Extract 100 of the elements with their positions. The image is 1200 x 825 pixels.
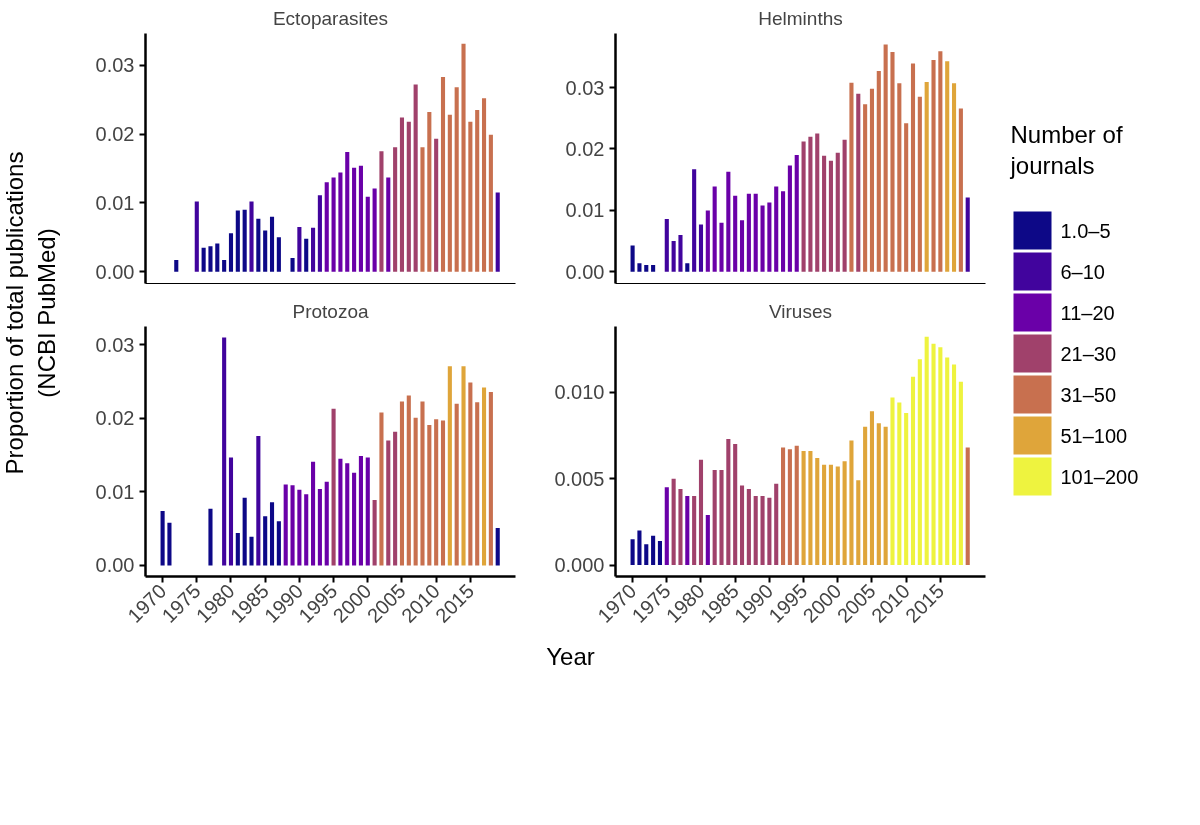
bar: [958, 381, 963, 566]
bar: [208, 246, 213, 272]
bar: [208, 508, 213, 566]
chart-title: Helminths: [758, 7, 843, 29]
legend-title: Number of journals: [1009, 120, 1123, 179]
bar: [671, 478, 676, 566]
bar: [324, 182, 329, 272]
bar: [317, 195, 322, 272]
bar: [767, 202, 772, 272]
bar: [637, 530, 642, 566]
bar: [406, 121, 411, 272]
bar: [331, 177, 336, 272]
x-axis-title: Year: [546, 643, 595, 670]
bar: [160, 511, 165, 566]
bar: [664, 487, 669, 566]
bar: [311, 461, 316, 566]
bar: [447, 366, 452, 566]
y-tick-label: 0.02: [95, 123, 135, 146]
bar: [794, 155, 799, 272]
y-axis-title: Proportion of total publications (NCBI PubMed): [0, 151, 61, 475]
bar: [235, 210, 240, 272]
bar: [276, 521, 281, 566]
bar: [781, 447, 786, 566]
bar: [290, 485, 295, 566]
bar: [753, 495, 758, 566]
bar: [685, 263, 690, 272]
bar: [495, 192, 500, 272]
legend-label: 11–20: [1060, 301, 1115, 324]
bar: [938, 347, 943, 566]
bar: [201, 247, 206, 272]
bar: [365, 196, 370, 272]
bar: [678, 234, 683, 272]
bar: [924, 336, 929, 566]
legend-label: 31–50: [1060, 383, 1117, 406]
bar: [842, 461, 847, 566]
bar: [399, 117, 405, 272]
bar: [774, 186, 779, 272]
bar: [739, 220, 745, 272]
bar: [890, 397, 895, 566]
bar: [897, 402, 902, 566]
bar: [488, 134, 493, 272]
bar: [712, 470, 717, 566]
y-tick-label: 0.00: [95, 260, 135, 283]
bar: [256, 218, 261, 272]
y-tick-label: 0.01: [565, 199, 605, 222]
bar: [719, 222, 724, 272]
bar: [801, 450, 806, 566]
bar: [358, 165, 363, 272]
bar: [331, 408, 336, 566]
bar: [931, 59, 936, 272]
bar: [228, 233, 234, 272]
bar: [787, 165, 792, 272]
bar: [413, 417, 418, 566]
bar: [808, 450, 813, 566]
bar: [420, 401, 425, 566]
bar: [904, 412, 909, 566]
bar: [726, 171, 731, 272]
bar: [440, 420, 446, 566]
bar: [194, 201, 199, 272]
bar: [324, 481, 329, 566]
bar: [358, 455, 363, 566]
bar: [835, 466, 840, 566]
y-tick-label: 0.03: [95, 333, 135, 356]
bar: [698, 459, 704, 566]
bar: [917, 359, 922, 566]
bar: [897, 83, 902, 272]
bar: [427, 425, 432, 566]
bar: [630, 245, 635, 272]
bar: [698, 224, 704, 272]
bar: [386, 177, 391, 272]
bar: [297, 489, 302, 566]
bar: [242, 209, 247, 272]
bar: [692, 169, 697, 272]
bar: [630, 539, 635, 566]
bar: [945, 357, 950, 566]
bar: [951, 364, 957, 566]
bar: [965, 197, 970, 272]
bar: [454, 87, 459, 272]
bar: [863, 104, 868, 272]
bar: [774, 483, 779, 566]
bar: [644, 265, 649, 272]
bar: [651, 535, 656, 566]
bar: [372, 500, 377, 566]
bar: [365, 457, 370, 566]
bar: [671, 241, 676, 272]
bar: [815, 457, 820, 566]
legend-label: 21–30: [1060, 342, 1117, 365]
bar: [739, 485, 745, 566]
bar: [760, 495, 765, 566]
bar: [393, 147, 398, 272]
bar: [434, 419, 439, 566]
bar: [869, 88, 875, 272]
bar: [856, 93, 861, 272]
bar: [283, 484, 288, 566]
bar: [317, 489, 322, 566]
bar: [461, 366, 466, 566]
bar: [869, 411, 875, 566]
bar: [420, 147, 425, 272]
bar: [924, 82, 929, 272]
legend-label: 101–200: [1060, 465, 1139, 488]
